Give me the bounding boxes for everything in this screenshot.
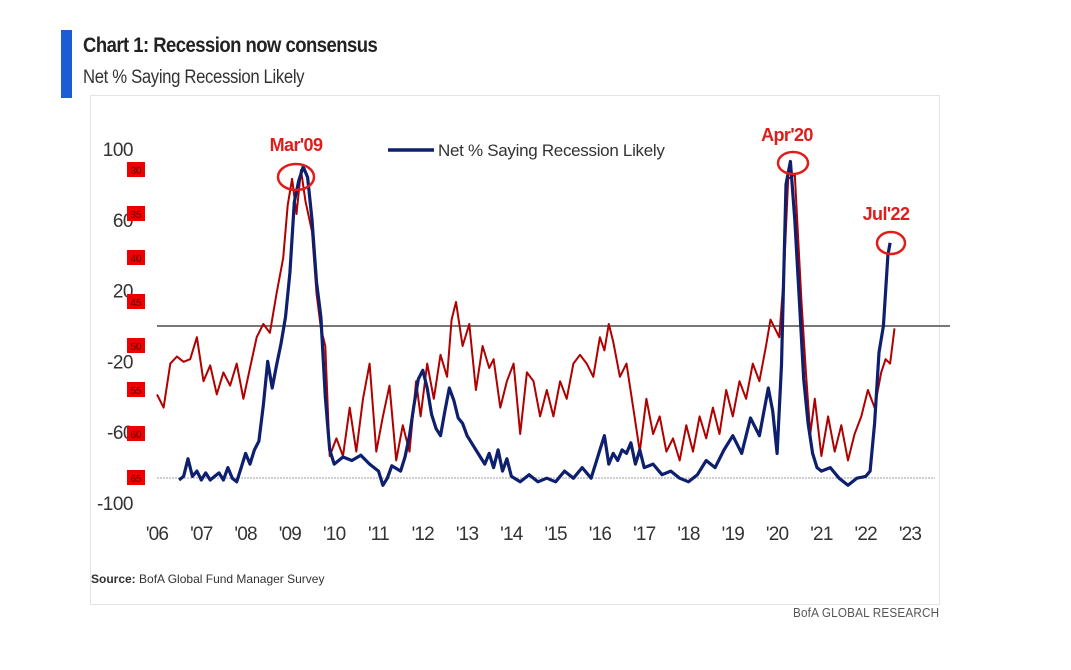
source-label: Source: xyxy=(91,572,136,586)
right-axis-tick-box xyxy=(127,206,145,221)
x-axis-tick-label: '18 xyxy=(677,524,700,545)
legend-label: Net % Saying Recession Likely xyxy=(438,141,665,160)
x-axis-tick-label: '16 xyxy=(589,524,612,545)
left-axis-tick-label: 100 xyxy=(103,140,133,161)
series-line-recession-likely xyxy=(178,159,892,487)
right-axis-tick-label: 30 xyxy=(130,166,142,177)
x-axis-tick-label: '20 xyxy=(766,524,789,545)
right-axis-tick-box xyxy=(127,338,145,353)
left-axis-tick-label: -60 xyxy=(107,423,133,444)
x-axis-tick-label: '07 xyxy=(190,524,213,545)
left-axis-tick-label: -20 xyxy=(107,352,133,373)
annotation-circle xyxy=(276,162,316,192)
x-axis-tick-label: '06 xyxy=(146,524,169,545)
x-axis-tick-label: '12 xyxy=(412,524,435,545)
annotation-label: Jul'22 xyxy=(863,204,910,224)
source-text: BofA Global Fund Manager Survey xyxy=(139,572,325,586)
x-axis-tick-label: '19 xyxy=(722,524,745,545)
x-axis-tick-label: '15 xyxy=(544,524,567,545)
right-axis-tick-label: 65 xyxy=(130,474,142,485)
x-axis-tick-label: '17 xyxy=(633,524,656,545)
series-line-right-axis xyxy=(156,169,896,462)
x-axis-tick-label: '09 xyxy=(279,524,302,545)
x-axis-tick-label: '22 xyxy=(855,524,878,545)
annotation-label: Mar'09 xyxy=(270,135,323,155)
right-axis-tick-label: 35 xyxy=(130,210,142,221)
annotation-label: Apr'20 xyxy=(761,125,813,145)
right-axis-tick-label: 40 xyxy=(130,254,142,265)
right-axis-tick-label: 45 xyxy=(130,298,142,309)
x-axis-tick-label: '13 xyxy=(456,524,479,545)
right-axis-tick-box xyxy=(127,250,145,265)
chart-subtitle: Net % Saying Recession Likely xyxy=(83,67,305,88)
x-axis-tick-label: '08 xyxy=(234,524,257,545)
right-axis-tick-label: 55 xyxy=(130,386,142,397)
brand-label: BofA GLOBAL RESEARCH xyxy=(793,605,940,620)
chart-panel xyxy=(90,95,940,605)
x-axis-tick-label: '11 xyxy=(368,524,389,545)
right-axis-tick-box xyxy=(127,470,145,485)
right-axis-tick-label: 60 xyxy=(130,430,142,441)
annotation-circle xyxy=(875,230,907,256)
right-axis-tick-box xyxy=(127,294,145,309)
source-note: Source: BofA Global Fund Manager Survey xyxy=(91,572,324,586)
right-axis-tick-box xyxy=(127,426,145,441)
right-axis-tick-box xyxy=(127,162,145,177)
left-axis-tick-label: -100 xyxy=(97,494,133,515)
chart-title: Chart 1: Recession now consensus xyxy=(83,34,378,57)
right-axis-tick-label: 50 xyxy=(130,342,142,353)
x-axis-tick-label: '23 xyxy=(899,524,922,545)
x-axis-tick-label: '21 xyxy=(810,524,833,545)
x-axis-tick-label: '10 xyxy=(323,524,346,545)
right-axis-tick-box xyxy=(127,382,145,397)
x-axis-tick-label: '14 xyxy=(500,524,524,545)
title-accent-bar xyxy=(61,30,72,98)
annotation-circle xyxy=(776,150,810,176)
